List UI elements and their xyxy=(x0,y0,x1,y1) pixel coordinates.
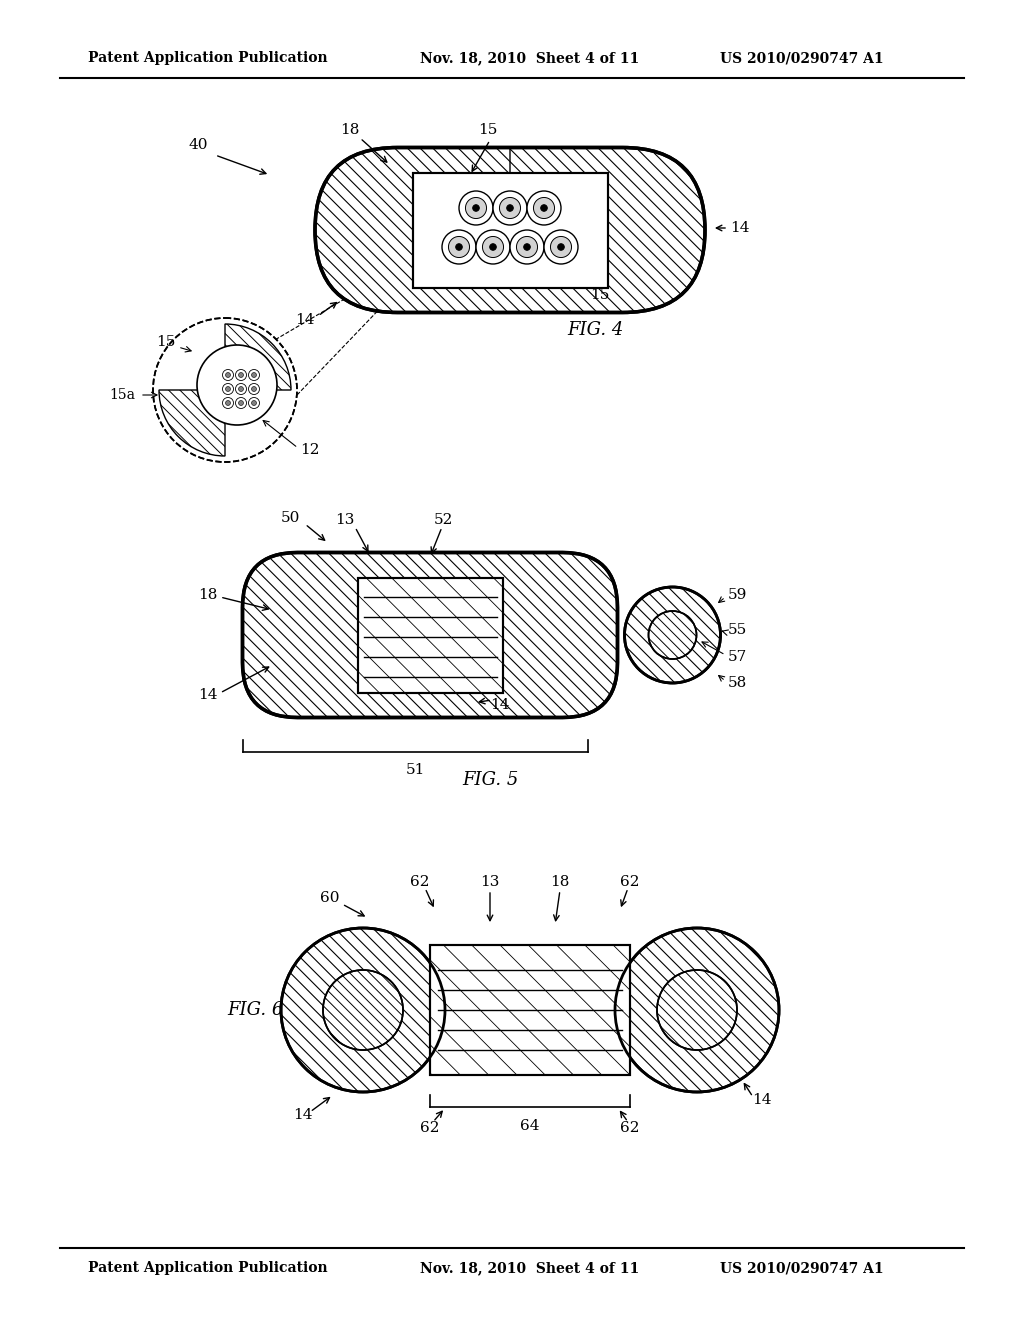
Text: 14: 14 xyxy=(490,698,510,711)
Circle shape xyxy=(236,397,247,408)
Circle shape xyxy=(648,611,696,659)
Circle shape xyxy=(516,236,538,257)
Text: 15: 15 xyxy=(590,288,609,302)
Text: 14: 14 xyxy=(199,688,218,702)
Circle shape xyxy=(456,244,463,251)
Circle shape xyxy=(222,370,233,380)
Circle shape xyxy=(249,384,259,395)
Wedge shape xyxy=(159,389,225,455)
Circle shape xyxy=(236,370,247,380)
Circle shape xyxy=(534,198,555,219)
Circle shape xyxy=(482,236,504,257)
Text: 13: 13 xyxy=(480,875,500,888)
Bar xyxy=(430,945,630,1074)
Circle shape xyxy=(239,387,244,392)
Text: 62: 62 xyxy=(411,875,430,888)
Bar xyxy=(413,173,607,288)
Circle shape xyxy=(236,384,247,395)
Text: 50: 50 xyxy=(281,511,300,525)
Circle shape xyxy=(225,372,230,378)
Circle shape xyxy=(544,230,578,264)
Text: 58: 58 xyxy=(727,676,746,690)
Bar xyxy=(357,578,503,693)
Circle shape xyxy=(615,928,779,1092)
Circle shape xyxy=(252,400,256,405)
Circle shape xyxy=(510,230,544,264)
Bar xyxy=(413,173,607,288)
Circle shape xyxy=(252,372,256,378)
Text: 60: 60 xyxy=(321,891,340,906)
Text: 59: 59 xyxy=(727,587,746,602)
Text: 15: 15 xyxy=(478,123,498,137)
Text: 62: 62 xyxy=(621,875,640,888)
Bar xyxy=(357,578,503,693)
Text: 12: 12 xyxy=(300,444,319,457)
Text: Nov. 18, 2010  Sheet 4 of 11: Nov. 18, 2010 Sheet 4 of 11 xyxy=(420,51,639,65)
Circle shape xyxy=(476,230,510,264)
FancyBboxPatch shape xyxy=(243,553,617,718)
Circle shape xyxy=(222,384,233,395)
Bar xyxy=(357,578,503,693)
Circle shape xyxy=(239,400,244,405)
Text: 13: 13 xyxy=(335,513,354,527)
Circle shape xyxy=(442,230,476,264)
Text: 62: 62 xyxy=(621,1121,640,1135)
Circle shape xyxy=(197,345,278,425)
Text: Nov. 18, 2010  Sheet 4 of 11: Nov. 18, 2010 Sheet 4 of 11 xyxy=(420,1261,639,1275)
Circle shape xyxy=(249,397,259,408)
Text: 18: 18 xyxy=(340,123,359,137)
Text: 52: 52 xyxy=(433,513,453,527)
Circle shape xyxy=(493,191,527,224)
Text: Patent Application Publication: Patent Application Publication xyxy=(88,51,328,65)
Text: FIG. 6: FIG. 6 xyxy=(226,1001,284,1019)
Circle shape xyxy=(527,191,561,224)
Text: 15a: 15a xyxy=(109,388,135,403)
Text: US 2010/0290747 A1: US 2010/0290747 A1 xyxy=(720,1261,884,1275)
Text: Patent Application Publication: Patent Application Publication xyxy=(88,1261,328,1275)
Text: 14: 14 xyxy=(752,1093,771,1107)
Circle shape xyxy=(466,198,486,219)
Circle shape xyxy=(558,244,564,251)
Text: 14: 14 xyxy=(730,220,750,235)
Circle shape xyxy=(281,928,445,1092)
Bar xyxy=(430,945,630,1074)
Text: 51: 51 xyxy=(406,763,425,777)
Circle shape xyxy=(249,370,259,380)
Bar xyxy=(430,945,630,1074)
Circle shape xyxy=(507,205,513,211)
FancyBboxPatch shape xyxy=(315,148,705,313)
Text: FIG. 4: FIG. 4 xyxy=(567,321,624,339)
Circle shape xyxy=(225,400,230,405)
Circle shape xyxy=(523,244,530,251)
Text: 55: 55 xyxy=(727,623,746,638)
Circle shape xyxy=(541,205,548,211)
Text: 18: 18 xyxy=(199,587,218,602)
Circle shape xyxy=(153,318,297,462)
Circle shape xyxy=(225,387,230,392)
Circle shape xyxy=(222,397,233,408)
Text: 40: 40 xyxy=(188,139,208,152)
Circle shape xyxy=(551,236,571,257)
Circle shape xyxy=(239,372,244,378)
Text: 14: 14 xyxy=(295,313,314,327)
Circle shape xyxy=(489,244,497,251)
Circle shape xyxy=(473,205,479,211)
Text: 64: 64 xyxy=(520,1119,540,1133)
Circle shape xyxy=(252,387,256,392)
Text: 57: 57 xyxy=(727,649,746,664)
Text: US 2010/0290747 A1: US 2010/0290747 A1 xyxy=(720,51,884,65)
Circle shape xyxy=(657,970,737,1049)
Text: 15: 15 xyxy=(156,335,175,348)
Circle shape xyxy=(323,970,403,1049)
Text: 18: 18 xyxy=(550,875,569,888)
Text: 62: 62 xyxy=(420,1121,439,1135)
Circle shape xyxy=(449,236,470,257)
Circle shape xyxy=(459,191,493,224)
Wedge shape xyxy=(225,323,291,389)
Text: 14: 14 xyxy=(293,1107,312,1122)
Circle shape xyxy=(500,198,520,219)
Circle shape xyxy=(625,587,721,682)
Text: FIG. 5: FIG. 5 xyxy=(462,771,518,789)
